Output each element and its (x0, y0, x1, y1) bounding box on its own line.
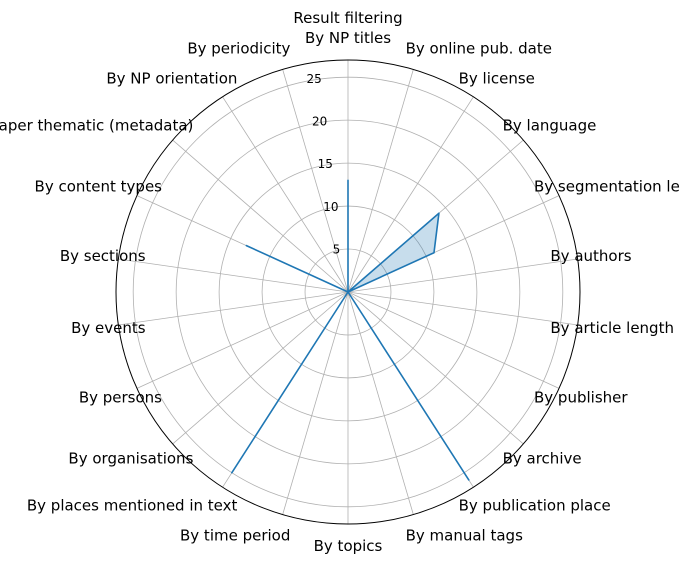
category-label: By online pub. date (406, 39, 552, 57)
chart-title: Result filtering (293, 9, 402, 27)
category-label: By publisher (534, 389, 628, 407)
category-label: By NP titles (305, 29, 391, 47)
grid-spoke (282, 69, 349, 293)
grid-spoke (347, 291, 524, 445)
category-labels: By NP titles By online pub. date By licens… (0, 29, 680, 555)
category-label: By license (459, 69, 535, 87)
category-label: By authors (550, 247, 631, 265)
category-label: By language (503, 117, 597, 135)
grid-spoke (172, 139, 349, 293)
series-line (231, 179, 470, 481)
grid-spoke (136, 291, 349, 389)
category-label: By manual tags (406, 527, 523, 545)
grid-spoke (172, 291, 349, 445)
category-label: By publication place (459, 497, 611, 515)
radar-grid (115, 59, 581, 525)
radar-series (231, 179, 470, 481)
category-label: By sections (60, 247, 146, 265)
radial-tick-label: 10 (323, 200, 338, 214)
grid-spoke (347, 291, 560, 389)
category-label: By organisations (68, 449, 193, 467)
category-label: By time period (180, 527, 290, 545)
radial-tick-label: 5 (333, 242, 341, 256)
category-label: By article length (550, 319, 674, 337)
category-label: By segmentation level (534, 178, 680, 196)
category-label: By events (71, 319, 146, 337)
grid-spoke (222, 96, 349, 293)
category-label: By content types (35, 178, 163, 196)
radial-tick-label: 20 (312, 115, 327, 129)
category-label: By newspaper thematic (metadata) (0, 117, 193, 135)
grid-spoke (347, 69, 414, 293)
grid-spoke (118, 258, 349, 293)
radial-tick-label: 15 (318, 157, 333, 171)
category-label: By NP orientation (106, 69, 237, 87)
category-label: By archive (503, 449, 582, 467)
grid-spoke (118, 291, 349, 326)
series-area (231, 180, 469, 480)
category-label: By topics (314, 537, 383, 555)
grid-spoke (347, 291, 578, 326)
radial-tick-label: 25 (307, 72, 322, 86)
grid-spoke (347, 291, 414, 515)
grid-spoke (282, 291, 349, 515)
category-label: By persons (79, 389, 162, 407)
category-label: By places mentioned in text (27, 497, 238, 515)
category-label: By periodicity (187, 39, 290, 57)
radial-tick-labels: 5 10 15 20 25 (307, 72, 341, 256)
polar-frame (115, 59, 581, 525)
grid-spoke (347, 96, 474, 293)
grid-spoke (347, 258, 578, 293)
